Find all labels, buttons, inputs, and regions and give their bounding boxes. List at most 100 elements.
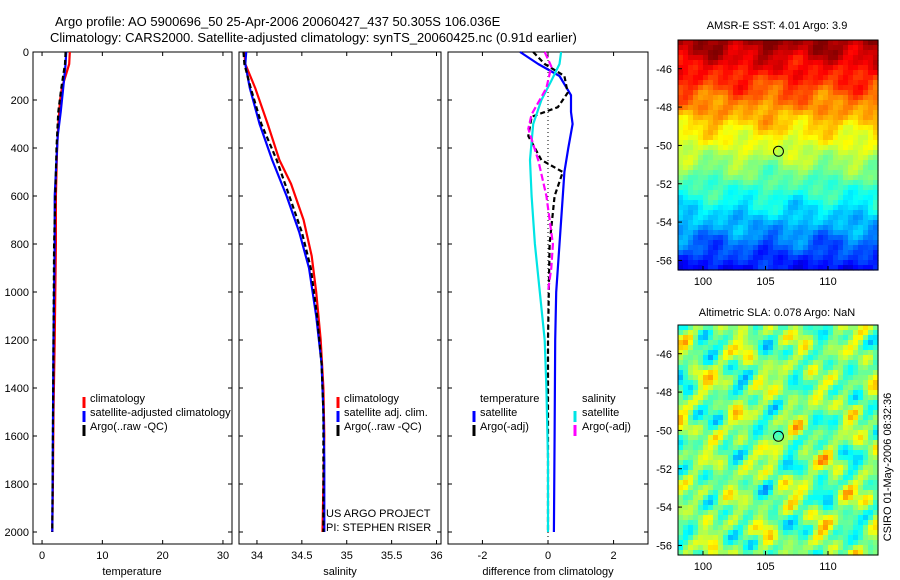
sst_map-cell — [803, 215, 809, 221]
sla_map-cell — [713, 460, 719, 466]
sst_map-cell — [813, 100, 819, 106]
sst_map-cell — [848, 170, 854, 176]
sla_map-cell — [693, 475, 699, 481]
sla_map-cell — [693, 420, 699, 426]
sla_map-cell — [793, 365, 799, 371]
sla_map-cell — [763, 505, 769, 511]
sst_map-cell — [763, 120, 769, 126]
sst_map-cell — [868, 55, 874, 61]
sla_map-cell — [813, 535, 819, 541]
sla_map-cell — [693, 395, 699, 401]
sla_map-cell — [763, 355, 769, 361]
sla_map-cell — [738, 405, 744, 411]
sst_map-cell — [823, 255, 829, 261]
sst_map-cell — [808, 90, 814, 96]
sla_map-cell — [808, 540, 814, 546]
sla_map-cell — [698, 460, 704, 466]
sla_map-cell — [783, 435, 789, 441]
sst_map-cell — [683, 45, 689, 51]
sla_map-cell — [708, 540, 714, 546]
sla_map-cell — [738, 500, 744, 506]
sst_map-cell — [818, 200, 824, 206]
sst_map-cell — [808, 245, 814, 251]
sst_map-cell — [838, 190, 844, 196]
sla_map-cell — [863, 390, 869, 396]
sst_map-cell — [823, 130, 829, 136]
sst_map-cell — [818, 220, 824, 226]
sst_map-cell — [773, 195, 779, 201]
sst_map-cell — [733, 160, 739, 166]
sst_map-cell — [868, 110, 874, 116]
sla_map-cell — [708, 410, 714, 416]
sla_map-cell — [693, 435, 699, 441]
sla_map-cell — [828, 465, 834, 471]
sst_map-cell — [838, 60, 844, 66]
sst_map-cell — [823, 40, 829, 46]
sst_map-cell — [848, 165, 854, 171]
sla_map-cell — [768, 400, 774, 406]
sla_map-cell — [868, 360, 874, 366]
sst_map-cell — [758, 205, 764, 211]
sst_map-cell — [833, 150, 839, 156]
sst_map-cell — [718, 70, 724, 76]
sla_map-cell — [678, 495, 684, 501]
sst_map-cell — [853, 185, 859, 191]
sst_map-cell — [728, 50, 734, 56]
sla_map-cell — [783, 325, 789, 331]
sla_map-cell — [688, 475, 694, 481]
sla_map-cell — [848, 430, 854, 436]
sst_map-cell — [753, 175, 759, 181]
sst_map-cell — [748, 120, 754, 126]
sst_map-cell — [833, 85, 839, 91]
sst_map-cell — [828, 250, 834, 256]
sst_map-cell — [773, 60, 779, 66]
sst_map-cell — [793, 55, 799, 61]
sst_map-cell — [823, 165, 829, 171]
sst_map-cell — [708, 100, 714, 106]
sla_map-ytick-label: -50 — [656, 425, 672, 437]
sst_map-cell — [778, 200, 784, 206]
sst_map-cell — [733, 250, 739, 256]
sla_map-cell — [818, 415, 824, 421]
sst_map-cell — [818, 225, 824, 231]
sst_map-cell — [803, 65, 809, 71]
sst_map-cell — [858, 255, 864, 261]
sst_map-cell — [738, 260, 744, 266]
sst_map-cell — [733, 85, 739, 91]
sla_map-cell — [853, 480, 859, 486]
sla_map-cell — [838, 540, 844, 546]
sst_map-cell — [703, 45, 709, 51]
sst_map-cell — [808, 180, 814, 186]
sla_map-cell — [703, 490, 709, 496]
sst_map-cell — [863, 230, 869, 236]
sst_map-cell — [738, 45, 744, 51]
sla_map-cell — [688, 535, 694, 541]
sst_map-cell — [788, 255, 794, 261]
sla_map-cell — [798, 550, 804, 556]
sla_map-cell — [743, 485, 749, 491]
sla_map-cell — [853, 385, 859, 391]
sla_map-cell — [788, 440, 794, 446]
sst_map-cell — [828, 125, 834, 131]
sst_map-cell — [818, 130, 824, 136]
sla_map-cell — [838, 450, 844, 456]
sst_map-cell — [703, 60, 709, 66]
sla_map-cell — [788, 465, 794, 471]
sst_map-cell — [713, 200, 719, 206]
sla_map-cell — [818, 450, 824, 456]
sla_map-cell — [828, 370, 834, 376]
sst_map-cell — [733, 140, 739, 146]
sst_map-cell — [743, 250, 749, 256]
sst_map-cell — [863, 110, 869, 116]
sla_map-cell — [793, 335, 799, 341]
sst_map-cell — [873, 210, 879, 216]
sla_map-cell — [768, 510, 774, 516]
sla_map-cell — [698, 335, 704, 341]
sst_map-cell — [723, 170, 729, 176]
sst_map-cell — [683, 115, 689, 121]
sst_map-cell — [743, 200, 749, 206]
sst_map-cell — [688, 185, 694, 191]
sst_map-cell — [723, 40, 729, 46]
sla_map-cell — [818, 455, 824, 461]
sla_map-cell — [703, 355, 709, 361]
